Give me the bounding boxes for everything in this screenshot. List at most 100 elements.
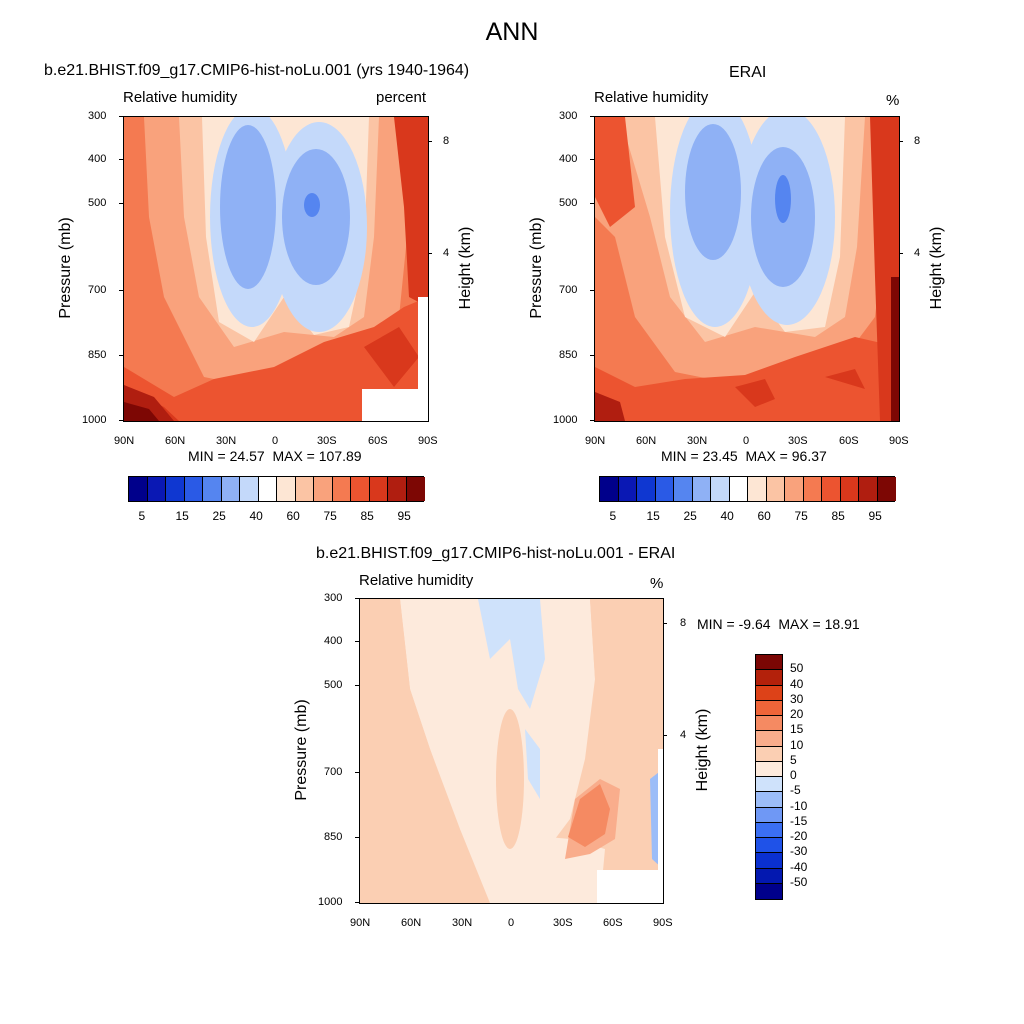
panel-2-ytick-mark	[590, 420, 594, 421]
panel-1-contour-field	[124, 117, 428, 421]
panel-2-xtick-30s: 30S	[788, 435, 808, 447]
panel-2-variable-label: Relative humidity	[594, 89, 709, 106]
colorbar-abs-obs-swatch	[748, 477, 767, 501]
panel-1-xtick-30s: 30S	[317, 435, 337, 447]
colorbar-abs-obs	[599, 476, 896, 502]
colorbar-diff-swatch	[756, 883, 782, 899]
panel-3-band-5-tongue	[496, 709, 524, 849]
panel-2-ytick-700: 700	[559, 284, 578, 296]
panel-1-ytick-850: 850	[88, 349, 107, 361]
panel-3-xtick-30n: 30N	[452, 917, 473, 929]
panel-2-ytick-mark	[590, 355, 594, 356]
panel-1-y2tick-mark	[428, 141, 432, 142]
panel-3-min-label: MIN =	[697, 616, 735, 632]
colorbar-abs-model-swatch	[314, 477, 333, 501]
colorbar-abs-model-label: 25	[212, 509, 226, 523]
panel-1-min-max: MIN = 24.57 MAX = 107.89	[188, 448, 362, 464]
panel-2-y2tick-mark	[899, 253, 903, 254]
panel-1-ytick-mark	[119, 290, 123, 291]
panel-3-band-15-right	[568, 784, 610, 847]
colorbar-diff-swatch	[756, 685, 782, 701]
panel-1-units-label: percent	[376, 89, 427, 106]
colorbar-abs-obs-label: 95	[868, 509, 882, 523]
panel-1-ytick-500: 500	[88, 197, 107, 209]
panel-1-ytick-mark	[119, 420, 123, 421]
panel-2-min-label: MIN =	[661, 448, 699, 464]
colorbar-diff-swatch	[756, 868, 782, 884]
colorbar-abs-obs-swatch	[877, 477, 896, 501]
colorbar-abs-obs-swatch	[785, 477, 804, 501]
colorbar-abs-model-swatch	[388, 477, 407, 501]
panel-2-band-85-bottom	[595, 337, 899, 421]
panel-1-y2tick-4: 4	[443, 247, 450, 259]
panel-2-ytick-850: 850	[559, 349, 578, 361]
panel-3-max-label: MAX =	[778, 616, 821, 632]
colorbar-diff-swatch	[756, 731, 782, 747]
panel-3-y2tick-mark	[663, 623, 667, 624]
panel-2-plot-area	[594, 116, 900, 422]
colorbar-abs-obs-swatch	[803, 477, 822, 501]
colorbar-diff-label: 5	[790, 752, 797, 767]
panel-3-ytick-mark	[355, 641, 359, 642]
panel-2-xtick-60s: 60S	[839, 435, 859, 447]
panel-3-title: b.e21.BHIST.f09_g17.CMIP6-hist-noLu.001 …	[316, 545, 676, 562]
colorbar-abs-model-swatch	[221, 477, 240, 501]
panel-1-ytick-1000: 1000	[82, 414, 107, 426]
colorbar-abs-model-swatch	[240, 477, 259, 501]
panel-1-ytick-mark	[119, 159, 123, 160]
colorbar-abs-obs-swatch	[859, 477, 878, 501]
colorbar-abs-model-swatch	[332, 477, 351, 501]
colorbar-abs-obs-swatch	[840, 477, 859, 501]
panel-3-ytick-1000: 1000	[318, 896, 343, 908]
panel-3-variable-label: Relative humidity	[359, 572, 474, 589]
panel-1-xtick-eq: 0	[272, 435, 279, 447]
colorbar-abs-obs-swatch	[618, 477, 637, 501]
colorbar-abs-model-swatch	[406, 477, 425, 501]
colorbar-diff-label: -50	[790, 874, 808, 889]
panel-3-ytick-300: 300	[324, 592, 343, 604]
panel-3-max-value: 18.91	[824, 616, 860, 632]
panel-2-units-label: %	[886, 92, 900, 109]
panel-2-band-95-left	[595, 392, 625, 421]
panel-2-xtick-60n: 60N	[636, 435, 657, 447]
colorbar-diff-swatch	[756, 761, 782, 777]
colorbar-abs-model-swatch	[277, 477, 296, 501]
colorbar-abs-model-label: 40	[249, 509, 263, 523]
colorbar-diff-label: 0	[790, 768, 797, 782]
panel-2-min-value: 23.45	[702, 448, 738, 464]
panel-1-xtick-90n: 90N	[114, 435, 135, 447]
panel-1-missing-terrain	[418, 297, 428, 421]
colorbar-abs-model-swatch	[369, 477, 388, 501]
colorbar-abs-model-swatch	[295, 477, 314, 501]
panel-1-max-value: 107.89	[318, 448, 362, 464]
panel-3-xtick-eq: 0	[508, 917, 515, 929]
panel-2-xtick-eq: 0	[743, 435, 750, 447]
panel-1-ylabel: Pressure (mb)	[57, 217, 74, 319]
panel-1-variable-label: Relative humidity	[123, 89, 238, 106]
colorbar-abs-obs-swatch	[822, 477, 841, 501]
panel-2-y2label: Height (km)	[928, 226, 945, 310]
colorbar-diff-swatch	[756, 822, 782, 838]
panel-1-y2tick-mark	[428, 253, 432, 254]
panel-2-ytick-300: 300	[559, 110, 578, 122]
colorbar-diff-swatch	[756, 777, 782, 793]
panel-3-missing-antarctica	[597, 870, 663, 903]
colorbar-abs-obs-swatch	[692, 477, 711, 501]
colorbar-diff-swatch	[756, 853, 782, 869]
panel-2-ylabel: Pressure (mb)	[528, 217, 545, 319]
panel-2-min-max: MIN = 23.45 MAX = 96.37	[661, 448, 827, 464]
panel-3-ytick-400: 400	[324, 635, 343, 647]
panel-3-y2label: Height (km)	[694, 708, 711, 792]
panel-3-ytick-mark	[355, 772, 359, 773]
colorbar-diff-label: 50	[790, 661, 804, 676]
panel-2-ytick-500: 500	[559, 197, 578, 209]
colorbar-diff-label: -10	[790, 798, 808, 813]
colorbar-abs-model-labels: 5 15 25 40 60 75 85 95	[128, 509, 424, 525]
panel-1-y2label: Height (km)	[457, 226, 474, 310]
panel-3-ytick-mark	[355, 598, 359, 599]
panel-1-ytick-mark	[119, 203, 123, 204]
colorbar-abs-model-swatch	[184, 477, 203, 501]
colorbar-abs-obs-swatch	[600, 477, 619, 501]
panel-1-ytick-400: 400	[88, 153, 107, 165]
panel-3-ytick-mark	[355, 837, 359, 838]
